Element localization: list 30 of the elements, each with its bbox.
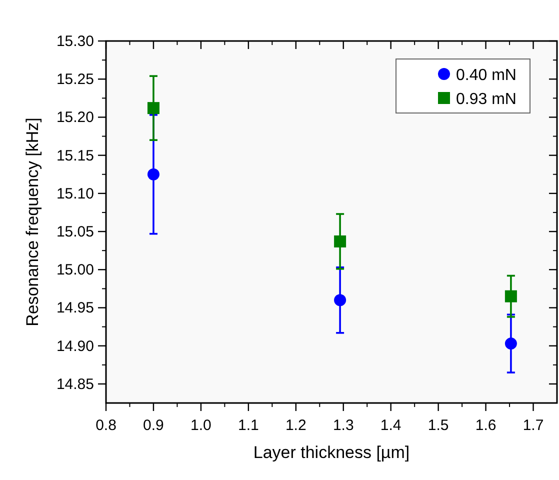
point bbox=[147, 168, 160, 180]
x-tick-label: 1.3 bbox=[332, 417, 354, 434]
y-tick-label: 15.20 bbox=[56, 109, 94, 126]
y-axis-title: Resonance frequency [kHz] bbox=[23, 118, 42, 326]
x-tick-label: 1.1 bbox=[238, 417, 259, 434]
x-tick-label: 1.5 bbox=[428, 417, 449, 434]
x-tick-label: 1.6 bbox=[475, 417, 496, 434]
y-tick-label: 14.95 bbox=[56, 300, 94, 317]
legend-label: 0.93 mN bbox=[456, 91, 516, 108]
point bbox=[334, 294, 346, 306]
y-tick-label: 14.85 bbox=[56, 376, 94, 393]
x-tick-label: 0.9 bbox=[143, 417, 164, 434]
point bbox=[334, 235, 346, 248]
legend-label: 0.40 mN bbox=[456, 67, 516, 84]
y-tick-label: 14.90 bbox=[56, 338, 94, 355]
y-tick-label: 15.30 bbox=[56, 33, 94, 50]
y-tick-label: 15.15 bbox=[56, 147, 94, 164]
point bbox=[147, 102, 160, 114]
y-tick-label: 15.25 bbox=[56, 71, 94, 88]
point bbox=[504, 338, 517, 350]
point bbox=[504, 290, 517, 302]
y-tick-label: 15.05 bbox=[56, 224, 94, 241]
x-tick-label: 1.7 bbox=[522, 417, 544, 434]
x-axis-title: Layer thickness [µm] bbox=[253, 443, 410, 462]
y-tick-label: 15.00 bbox=[56, 262, 94, 279]
y-tick-label: 15.10 bbox=[56, 185, 94, 202]
x-tick-label: 1.4 bbox=[380, 417, 402, 434]
x-tick-label: 0.8 bbox=[96, 417, 116, 434]
x-tick-label: 1.2 bbox=[285, 417, 306, 434]
x-tick-label: 1.0 bbox=[190, 417, 212, 434]
